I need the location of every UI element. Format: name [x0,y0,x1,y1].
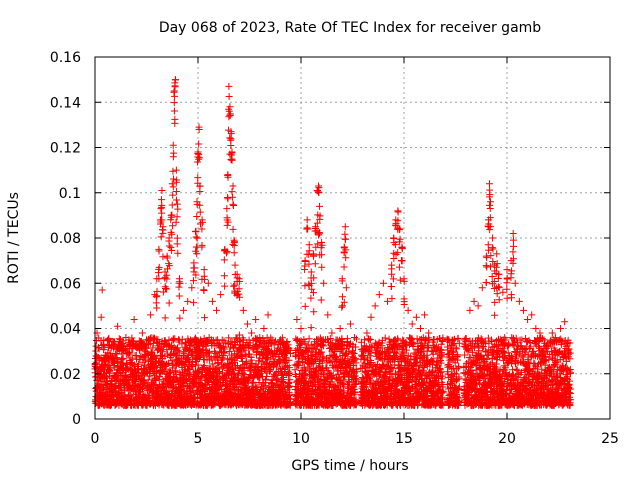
data-point [125,381,133,389]
data-point [274,359,282,367]
data-point [365,336,373,344]
data-point [133,355,141,363]
data-point [167,368,175,376]
data-point [194,361,202,369]
data-point [106,366,114,374]
data-point [245,350,253,358]
data-point [105,366,113,374]
data-point [155,372,163,380]
data-point [125,348,133,356]
data-point [186,387,194,395]
data-point [198,372,206,380]
data-point [175,336,183,344]
data-point [198,346,206,354]
data-point [161,340,169,348]
data-point [157,351,165,359]
data-point [220,345,228,353]
data-point [106,365,114,373]
data-point [142,344,150,352]
data-point [171,367,179,375]
data-point [119,354,127,362]
data-point [112,375,120,383]
data-points [91,76,575,409]
data-point [174,347,182,355]
data-point [219,362,227,370]
data-point [105,334,113,342]
data-point [221,349,229,357]
data-point [194,369,202,377]
data-point [163,346,171,354]
data-point [180,349,188,357]
data-point [189,389,197,397]
data-point [190,394,198,402]
data-point [352,335,360,343]
data-point [152,376,160,384]
data-point [144,376,152,384]
data-point [213,352,221,360]
data-point [316,349,324,357]
data-point [193,357,201,365]
data-point [171,335,179,343]
data-point [157,366,165,374]
data-point [198,400,206,408]
data-point [208,360,216,368]
data-point [193,337,201,345]
data-point [158,348,166,356]
data-point [218,336,226,344]
data-point [484,334,492,342]
data-point [220,348,228,356]
data-point [136,353,144,361]
data-point [147,348,155,356]
data-point [154,336,162,344]
data-point [137,385,145,393]
data-point [212,349,220,357]
data-point [149,344,157,352]
data-point [225,347,233,355]
data-point [111,350,119,358]
data-point [149,339,157,347]
data-point [163,360,171,368]
data-point [181,376,189,384]
data-point [123,360,131,368]
data-point [192,335,200,343]
data-point [225,334,233,342]
data-point [151,334,159,342]
data-point [196,353,204,361]
